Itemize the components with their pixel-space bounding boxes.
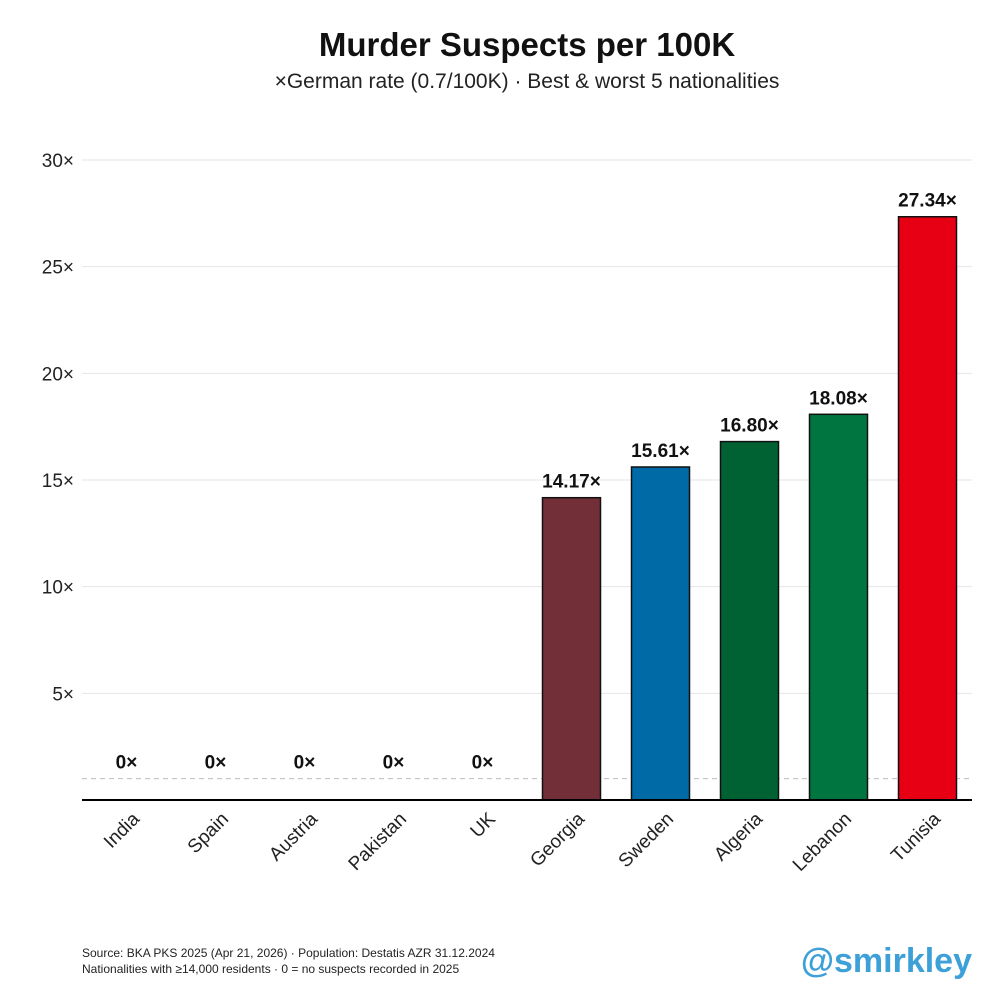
chart-subtitle: ×German rate (0.7/100K) · Best & worst 5… (274, 70, 780, 93)
value-labels: 0× 0× 0× 0× 0× 14.17× 15.61× 16.80× 18.08× 27.34× (116, 191, 957, 774)
y-tick-label: 5× (52, 684, 74, 705)
y-tick-label: 25× (42, 258, 74, 279)
value-label: 0× (116, 753, 138, 774)
x-tick-label: Georgia (526, 808, 589, 871)
y-tick-label: 20× (42, 364, 74, 385)
x-tick-label: Tunisia (887, 808, 945, 866)
x-tick-label: India (100, 808, 144, 852)
value-label: 18.08× (809, 388, 868, 409)
value-label: 0× (294, 753, 316, 774)
x-axis-labels: India Spain Austria Pakistan UK Georgia Sweden… (100, 808, 945, 875)
bar-algeria (719, 440, 780, 801)
value-label: 14.17× (542, 472, 601, 493)
x-tick-label: Pakistan (345, 809, 411, 875)
bar-georgia (541, 496, 602, 801)
bar-lebanon (808, 413, 869, 801)
author-handle: @smirkley (800, 942, 972, 980)
value-label: 0× (472, 753, 494, 774)
value-label: 0× (383, 753, 405, 774)
x-tick-label: Austria (265, 808, 322, 865)
residency-note: Nationalities with ≥14,000 residents · 0… (82, 962, 460, 976)
value-label: 27.34× (898, 191, 957, 212)
bars (97, 215, 958, 801)
bar-tunisia (897, 215, 958, 801)
value-label: 15.61× (631, 441, 690, 462)
bar-sweden (630, 466, 691, 801)
y-axis-ticks: 5× 10× 15× 20× 25× 30× (42, 151, 74, 705)
source-note: Source: BKA PKS 2025 (Apr 21, 2026) · Po… (82, 946, 495, 960)
x-tick-label: Spain (184, 809, 233, 858)
y-tick-label: 30× (42, 151, 74, 172)
x-tick-label: Sweden (615, 809, 678, 872)
y-tick-label: 10× (42, 578, 74, 599)
x-tick-label: Algeria (710, 808, 767, 865)
x-tick-label: UK (467, 808, 501, 842)
x-tick-label: Lebanon (789, 809, 856, 876)
value-label: 0× (205, 753, 227, 774)
y-tick-label: 15× (42, 471, 74, 492)
value-label: 16.80× (720, 416, 779, 437)
chart-title: Murder Suspects per 100K (318, 26, 736, 63)
